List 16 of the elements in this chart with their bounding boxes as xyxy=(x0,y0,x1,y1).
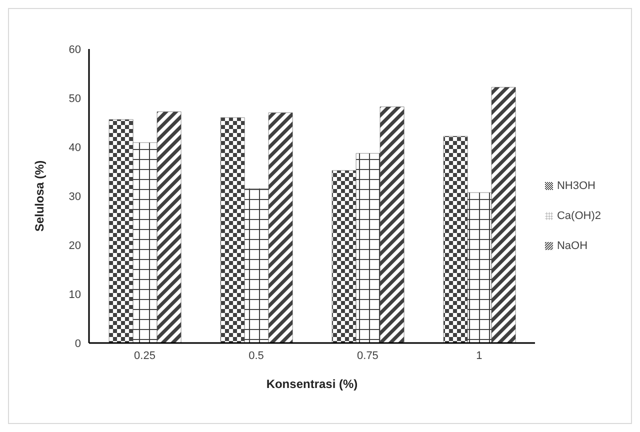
x-tick-label: 0.25 xyxy=(134,350,156,362)
legend-label: NaOH xyxy=(556,240,588,252)
x-tick-label: 0.75 xyxy=(357,350,378,362)
y-tick-label: 60 xyxy=(68,44,81,56)
y-tick-label: 10 xyxy=(68,288,81,301)
x-tick-label: 0.5 xyxy=(248,350,264,362)
y-tick-label: 20 xyxy=(68,240,81,252)
x-tick-label: 1 xyxy=(476,350,482,362)
y-tick-label: 30 xyxy=(68,190,81,203)
y-axis-title: Selulosa (%) xyxy=(32,160,46,232)
y-tick-label: 0 xyxy=(74,338,81,350)
legend-label: NH3OH xyxy=(556,180,596,192)
legend-label: Ca(OH)2 xyxy=(556,210,601,222)
y-tick-label: 40 xyxy=(68,142,81,154)
x-axis-title: Konsentrasi (%) xyxy=(266,377,358,391)
y-tick-label: 50 xyxy=(68,92,81,105)
